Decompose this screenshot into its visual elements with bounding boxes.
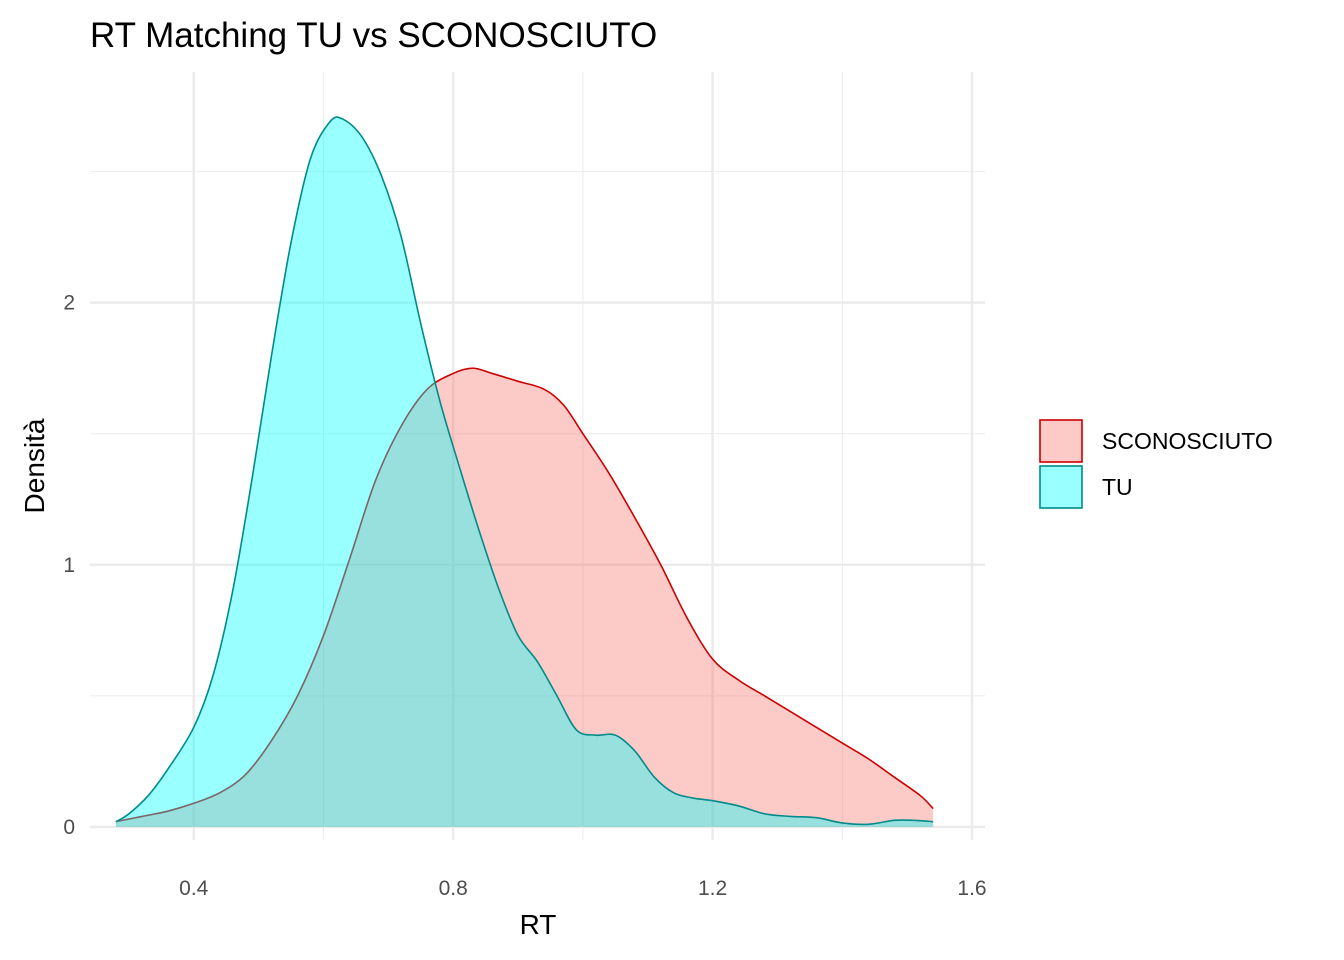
density-series — [115, 116, 934, 827]
y-axis-title: Densità — [19, 418, 50, 513]
density-area-sconosciuto — [115, 368, 934, 827]
x-tick-label: 1.2 — [698, 877, 727, 900]
x-tick-label: 1.6 — [957, 877, 986, 900]
x-tick-label: 0.4 — [179, 877, 209, 900]
x-tick-label: 0.8 — [439, 877, 468, 900]
legend-label: SCONOSCIUTO — [1102, 428, 1273, 454]
chart-title: RT Matching TU vs SCONOSCIUTO — [90, 16, 657, 55]
legend-label: TU — [1102, 474, 1133, 500]
density-line-tu — [115, 116, 934, 826]
x-axis-title: RT — [520, 909, 557, 940]
grid — [90, 72, 985, 840]
legend-key-sconosciuto — [1039, 419, 1083, 463]
legend-item-tu: TU — [1039, 465, 1133, 509]
density-area-tu — [115, 117, 934, 827]
legend: SCONOSCIUTO TU — [1039, 419, 1273, 509]
y-tick-label: 0 — [63, 816, 75, 839]
density-line-sconosciuto — [115, 367, 934, 823]
legend-key-tu — [1039, 465, 1083, 509]
axes: 0.4 0.8 1.2 1.6 0 1 2 — [63, 292, 986, 900]
y-tick-label: 1 — [63, 554, 75, 577]
y-tick-label: 2 — [63, 292, 75, 315]
series-sconosciuto — [115, 367, 934, 827]
legend-item-sconosciuto: SCONOSCIUTO — [1039, 419, 1273, 463]
series-tu — [115, 116, 934, 827]
